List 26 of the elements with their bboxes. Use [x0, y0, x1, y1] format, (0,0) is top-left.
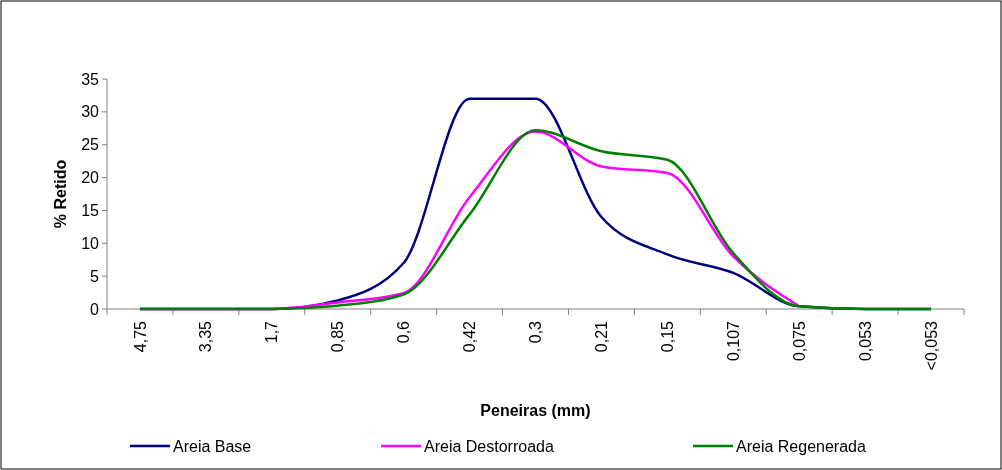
x-tick-label: 0,107: [724, 320, 742, 362]
x-axis-title: Peneiras (mm): [480, 402, 591, 419]
legend-label: Areia Regenerada: [736, 437, 866, 455]
x-tick-label: 0,075: [790, 320, 808, 362]
x-tick-label: 1,7: [263, 320, 281, 344]
y-tick-label: 5: [90, 267, 100, 285]
x-tick-label: 0,6: [395, 320, 413, 344]
x-tick-label: 3,35: [197, 320, 215, 353]
y-tick-label: 15: [81, 202, 100, 220]
x-tick-label: 0,85: [329, 320, 347, 353]
y-tick-label: 30: [81, 103, 100, 121]
y-tick-label: 20: [81, 169, 100, 187]
y-axis-title: % Retido: [52, 159, 69, 229]
x-tick-label: 0,21: [593, 320, 611, 353]
x-tick-label: 0,15: [658, 320, 676, 353]
x-tick-label: 0,42: [461, 320, 479, 353]
legend-label: Areia Destorroada: [424, 437, 554, 455]
x-tick-label: 4,75: [131, 320, 149, 353]
x-tick-label: <0,053: [922, 320, 940, 371]
x-tick-label: 0,3: [527, 320, 545, 344]
legend-label: Areia Base: [173, 437, 252, 455]
y-tick-label: 25: [81, 136, 100, 154]
y-tick-label: 35: [81, 70, 100, 88]
x-tick-label: 0,053: [856, 320, 874, 362]
y-tick-label: 0: [90, 300, 100, 318]
y-tick-label: 10: [81, 234, 100, 252]
